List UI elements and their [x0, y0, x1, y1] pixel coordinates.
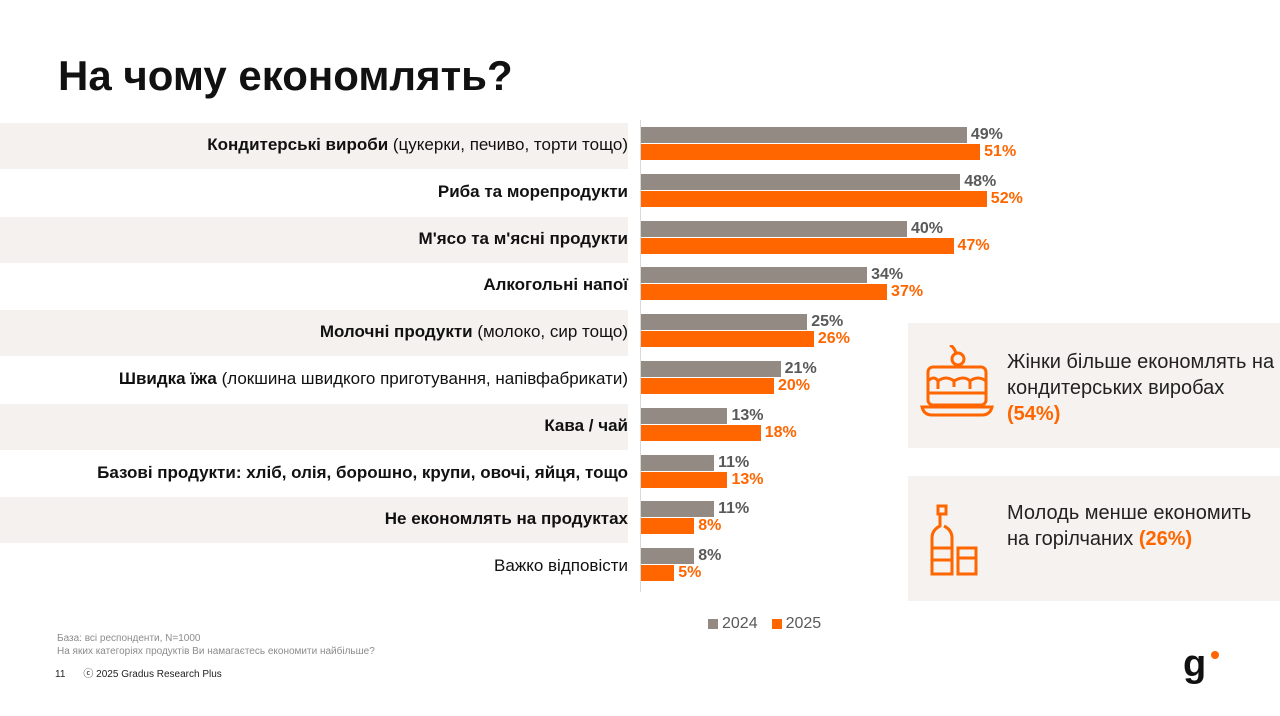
category-label: Кава / чай [544, 415, 628, 435]
bar-2024 [641, 407, 728, 424]
data-label-2024: 34% [871, 266, 904, 284]
data-label-2025: 51% [984, 143, 1017, 160]
footer: 11 ⓒ 2025 Gradus Research Plus [55, 665, 222, 680]
insight-card-women: Жінки більше економлять на кондитерських… [908, 323, 1280, 448]
bar-2024 [641, 267, 868, 284]
bar-2024 [641, 220, 907, 237]
bar-2025 [641, 424, 761, 441]
legend-label: 2024 [722, 615, 758, 632]
bar-2024 [641, 361, 781, 377]
data-label-2024: 49% [970, 126, 1003, 143]
chart-legend: 2024 2025 [708, 615, 821, 633]
data-label-2024: 48% [964, 172, 997, 190]
data-label-2025: 47% [957, 236, 990, 254]
bar-2024 [641, 501, 715, 518]
bar-2025 [641, 190, 987, 207]
row-background [0, 216, 628, 263]
data-label-2025: 37% [891, 283, 924, 301]
base-note: База: всі респонденти, N=1000 [57, 633, 201, 644]
legend-item-2025: 2025 [771, 615, 822, 633]
bar-2025 [641, 284, 888, 301]
bar-2025 [641, 331, 814, 348]
data-label-2025: 18% [764, 423, 797, 441]
bar-2025 [641, 144, 981, 160]
data-label-2024: 13% [731, 406, 764, 424]
category-label: Риба та морепродукти [437, 181, 628, 201]
bar-2025 [641, 518, 695, 535]
bar-2025 [641, 565, 675, 582]
data-label-2025: 13% [731, 470, 764, 488]
data-label-2024: 11% [718, 453, 750, 471]
insight-text: Жінки більше економлять на кондитерських… [1007, 351, 1275, 425]
row-background [0, 497, 628, 544]
cake-icon [920, 345, 994, 417]
category-label: М'ясо та м'ясні продукти [418, 228, 628, 248]
legend-swatch [771, 619, 782, 629]
data-label-2024: 8% [698, 547, 722, 565]
svg-text:g: g [1183, 646, 1206, 685]
question-note: На яких категоріях продуктів Ви намагаєт… [57, 646, 375, 657]
gradus-logo: g [1183, 646, 1219, 685]
insight-card-youth: Молодь менше економить на горілчаних (26… [908, 476, 1280, 601]
data-label-2025: 8% [698, 517, 722, 535]
bar-2025 [641, 237, 954, 254]
data-label-2024: 11% [718, 500, 750, 518]
row-background [0, 310, 628, 357]
data-label-2025: 20% [778, 377, 811, 394]
bar-2024 [641, 127, 967, 143]
bar-2024 [641, 548, 695, 565]
category-label: Алкогольні напої [483, 275, 628, 295]
category-label: Базові продукти: хліб, олія, борошно, кр… [97, 462, 628, 482]
bottle-glass-icon [930, 504, 978, 576]
data-label-2024: 40% [911, 219, 944, 237]
bar-2024 [641, 173, 961, 190]
data-label-2024: 25% [811, 313, 844, 331]
page-number: 11 [55, 669, 66, 680]
insight-text: Молодь менше економить на горілчаних (26… [1007, 502, 1252, 550]
bar-2024 [641, 454, 715, 471]
category-label: Кондитерські вироби (цукерки, печиво, то… [207, 135, 628, 154]
category-label: Не економлять на продуктах [384, 509, 628, 529]
page-title: На чому економлять? [58, 52, 513, 99]
data-label-2025: 52% [990, 189, 1023, 207]
category-label: Молочні продукти (молоко, сир тощо) [319, 322, 628, 342]
copyright: ⓒ 2025 Gradus Research Plus [83, 669, 222, 680]
data-label-2025: 5% [678, 564, 702, 582]
legend-item-2024: 2024 [708, 615, 758, 633]
row-background [0, 403, 628, 450]
category-label: Важко відповісти [494, 556, 628, 576]
row-background [0, 123, 628, 169]
category-label: Швидка їжа (локшина швидкого приготуванн… [118, 369, 628, 388]
legend-label: 2025 [785, 615, 822, 632]
legend-swatch [708, 619, 718, 629]
bar-2025 [641, 471, 728, 488]
data-label-2024: 21% [784, 360, 817, 377]
data-label-2025: 26% [817, 330, 850, 348]
chart-axis [640, 120, 641, 592]
bar-2025 [641, 378, 774, 394]
footnote: База: всі респонденти, N=1000 На яких ка… [57, 632, 375, 658]
bar-2024 [641, 314, 808, 331]
